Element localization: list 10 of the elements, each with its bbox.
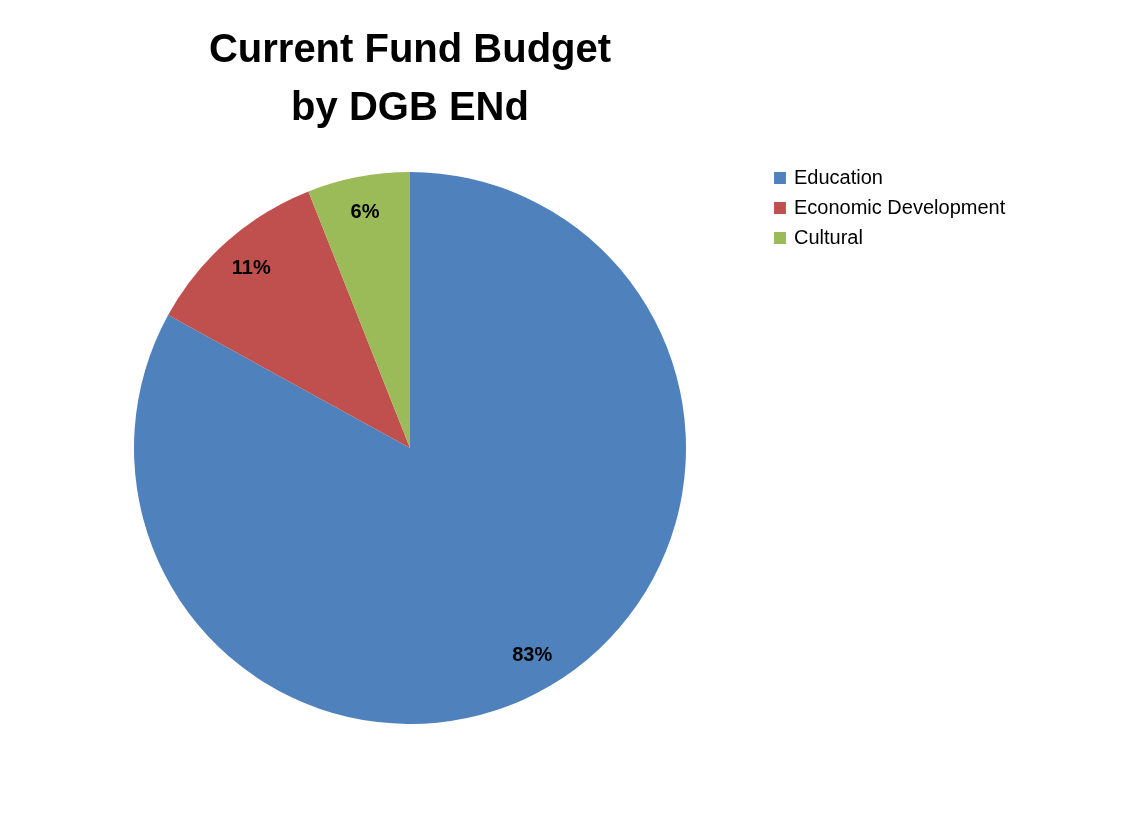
legend-label: Education [794, 166, 883, 188]
pie-slice [134, 172, 686, 724]
chart-title: Current Fund Budget by DGB ENd [208, 26, 612, 128]
pie-slice [168, 191, 410, 448]
legend-label: Cultural [794, 226, 863, 248]
legend-label: Economic Development [794, 196, 1006, 218]
pie-slice [308, 172, 410, 448]
data-label: 6% [350, 200, 380, 223]
data-label: 83% [512, 642, 553, 665]
data-label: 11% [231, 255, 271, 278]
